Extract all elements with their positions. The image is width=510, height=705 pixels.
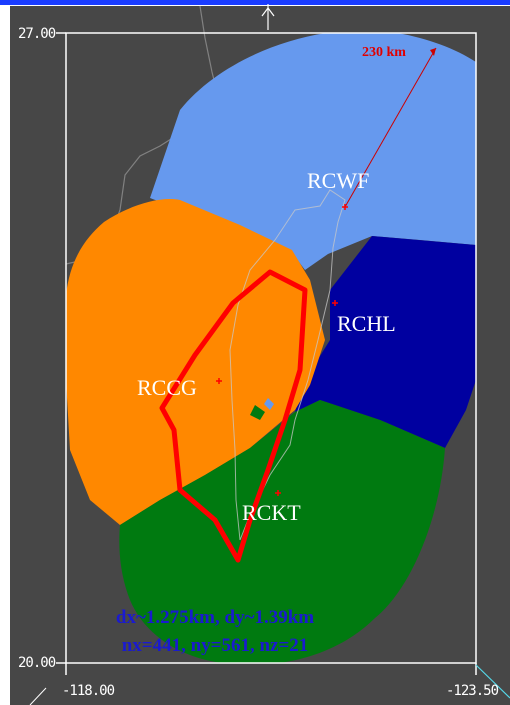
- radar-site-rckt: [275, 490, 281, 496]
- radar-site-rcwf: [342, 204, 348, 210]
- radar-label-rcwf: RCWF: [307, 168, 370, 193]
- top-bar: [0, 0, 510, 5]
- coverage-patch: [250, 405, 265, 420]
- north-arrow-head: [261, 7, 275, 17]
- y-axis-bottom-label: 20.00: [18, 655, 56, 671]
- radar-site-rchl: [332, 300, 338, 306]
- radar-label-rchl: RCHL: [337, 311, 396, 336]
- coverage-rchl: [295, 236, 476, 448]
- x-axis-left-label: -118.00: [62, 683, 115, 699]
- range-arrowhead: [430, 48, 436, 56]
- radar-label-rccg: RCCG: [137, 375, 197, 400]
- coverage-rckt: [119, 400, 445, 663]
- range-line: [344, 47, 437, 208]
- corner-mark-right: [475, 664, 510, 699]
- radar-label-rckt: RCKT: [242, 500, 301, 525]
- left-margin: [0, 5, 10, 705]
- coverage-rcwf: [150, 33, 476, 270]
- coastline-island: [229, 189, 346, 541]
- coverage-patch: [264, 398, 274, 410]
- grid-spacing-text: dx~1.275km, dy~1.39km: [115, 607, 315, 628]
- plot-frame: [65, 32, 477, 664]
- grid-size-text: nx=441, ny=561, nz=21: [121, 635, 309, 656]
- y-axis-top-label: 27.00: [18, 26, 56, 42]
- analysis-outline: [159, 269, 308, 563]
- radar-site-rccg: [216, 378, 222, 384]
- x-axis-right-label: -123.50: [446, 683, 499, 699]
- corner-mark-left: [29, 687, 47, 705]
- range-label: 230 km: [362, 45, 406, 60]
